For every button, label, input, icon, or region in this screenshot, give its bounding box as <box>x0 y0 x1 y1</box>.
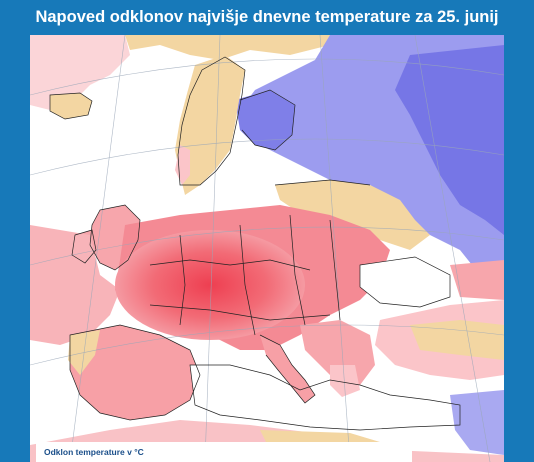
black-sea <box>360 257 450 307</box>
border-central-6 <box>149 304 331 321</box>
coastline-finland <box>239 89 296 151</box>
graticule-lon-4 <box>414 35 491 462</box>
east-warm-area <box>450 260 504 300</box>
atlantic-warm-band <box>30 225 120 345</box>
atlantic-warm-area <box>30 35 130 110</box>
border-central-3 <box>239 224 256 336</box>
mediterranean-sea <box>190 365 460 430</box>
border-central-2 <box>179 234 186 326</box>
graticule-lat-2 <box>30 138 504 176</box>
coastline-scandinavia <box>177 56 246 186</box>
east-neutral-belt <box>275 180 430 250</box>
middle-east-cold-patch <box>450 390 504 455</box>
iceland-region <box>50 93 92 119</box>
balkans-area <box>300 320 375 385</box>
finland-cold-area <box>235 90 295 150</box>
border-central-1 <box>149 259 311 271</box>
graticule <box>30 35 504 462</box>
legend: Odklon temperature v °C <box>36 442 412 462</box>
coastline-black-sea <box>359 256 451 308</box>
greece-area <box>330 365 360 397</box>
graticule-lon-2 <box>204 35 221 462</box>
coastline-iberia <box>69 324 201 421</box>
borders <box>49 56 461 431</box>
coastline-british-isles <box>89 204 141 271</box>
graticule-lon-1 <box>69 35 126 462</box>
anatolia-neutral-patch <box>410 320 504 360</box>
border-baltic <box>274 179 371 186</box>
graticule-lon-3 <box>319 35 351 462</box>
coastline-ireland <box>71 229 97 264</box>
coastline-iceland <box>49 92 93 120</box>
italy-area <box>260 335 315 403</box>
norway-coast-warm <box>175 145 190 185</box>
east-deep-cold-area <box>395 45 504 235</box>
hot-core-area <box>115 230 305 340</box>
coastline-italy <box>259 334 316 404</box>
coastline-mediterranean <box>189 364 461 431</box>
legend-label: Odklon temperature v °C <box>44 447 144 457</box>
graticule-lat-1 <box>30 58 504 96</box>
border-central-5 <box>329 219 341 321</box>
map <box>30 35 504 462</box>
arctic-neutral-area <box>125 35 330 60</box>
graticule-lat-4 <box>30 324 504 366</box>
border-central-4 <box>289 214 306 326</box>
graticule-lat-3 <box>30 226 504 266</box>
page-title: Napoved odklonov najvišje dnevne tempera… <box>35 8 499 26</box>
